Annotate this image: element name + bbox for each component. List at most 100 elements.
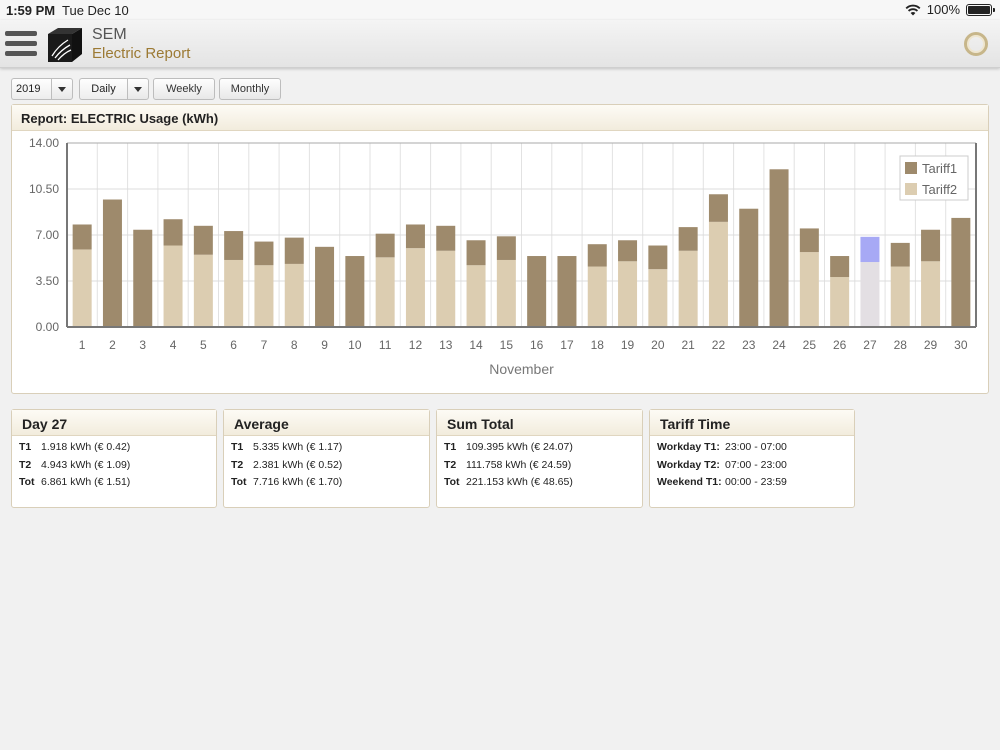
bar-tariff1: [587, 244, 607, 267]
row-value: 07:00 - 23:00: [725, 458, 787, 471]
x-tick-label: 27: [863, 338, 877, 352]
row-label: T2: [444, 458, 457, 471]
x-tick-label: 2: [109, 338, 116, 352]
y-tick-label: 0.00: [36, 320, 60, 334]
row-label: Workday T2:: [657, 458, 720, 471]
app-header: SEM Electric Report: [0, 20, 1000, 68]
period-dropdown-button[interactable]: [127, 78, 149, 100]
chevron-down-icon: [58, 86, 66, 92]
bar-tariff1: [708, 194, 728, 222]
x-tick-label: 15: [500, 338, 514, 352]
x-tick-label: 8: [291, 338, 298, 352]
card-title: Average: [224, 410, 429, 436]
bar-tariff1: [769, 169, 789, 327]
year-select[interactable]: 2019: [11, 78, 73, 100]
loading-ring-icon[interactable]: [964, 32, 988, 56]
bar-tariff2: [405, 248, 425, 327]
wifi-icon: [905, 4, 921, 15]
bar-tariff2: [163, 245, 183, 327]
report-title: Report: ELECTRIC Usage (kWh): [12, 105, 988, 131]
x-tick-label: 29: [924, 338, 938, 352]
row-value: 221.153 kWh (€ 48.65): [466, 476, 573, 488]
card-row: T2 111.758 kWh (€ 24.59): [444, 459, 642, 477]
bar-tariff1: [436, 225, 456, 251]
report-panel: Report: ELECTRIC Usage (kWh) 0.00 3.50 7.0…: [11, 104, 989, 394]
bar-tariff1: [890, 242, 910, 267]
bar-tariff1: [254, 241, 274, 266]
row-value: 4.943 kWh (€ 1.09): [41, 458, 131, 471]
card-row: T2 2.381 kWh (€ 0.52): [231, 459, 429, 477]
bar-tariff2: [587, 266, 607, 327]
x-tick-label: 24: [772, 338, 786, 352]
daily-button[interactable]: Daily: [79, 78, 127, 100]
bar-tariff1: [799, 228, 819, 253]
bar-tariff1: [345, 256, 365, 327]
bar-tariff2: [860, 262, 880, 327]
bar-tariff2: [254, 265, 274, 327]
bar-tariff1: [315, 246, 335, 327]
chevron-down-icon: [134, 86, 142, 92]
bar-tariff2: [375, 257, 395, 327]
menu-icon[interactable]: [5, 31, 37, 57]
card-tariff-time: Tariff Time Workday T1: 23:00 - 07:00 Wor…: [649, 409, 855, 508]
row-value: 5.335 kWh (€ 1.17): [253, 441, 343, 453]
bar-tariff2: [72, 249, 92, 327]
row-label: Tot: [231, 476, 247, 488]
row-label: Weekend T1:: [657, 476, 722, 488]
bar-tariff2: [799, 252, 819, 327]
battery-icon: [966, 3, 995, 16]
x-tick-label: 23: [742, 338, 756, 352]
card-row: T1 5.335 kWh (€ 1.17): [231, 441, 429, 459]
x-tick-label: 9: [321, 338, 328, 352]
card-row: Weekend T1: 00:00 - 23:59: [657, 476, 854, 494]
card-row: Tot 6.861 kWh (€ 1.51): [19, 476, 216, 494]
bar-tariff2: [678, 250, 698, 327]
row-label: T1: [231, 441, 244, 453]
bar-tariff1: [466, 240, 486, 266]
row-value: 111.758 kWh (€ 24.59): [466, 458, 572, 471]
row-value: 109.395 kWh (€ 24.07): [466, 441, 573, 453]
row-value: 7.716 kWh (€ 1.70): [253, 476, 343, 488]
bar-tariff1: [193, 225, 213, 255]
weekly-button[interactable]: Weekly: [153, 78, 215, 100]
x-tick-label: 5: [200, 338, 207, 352]
row-value: 00:00 - 23:59: [725, 476, 787, 488]
sem-logo-icon: [48, 28, 82, 62]
bar-tariff1: [163, 219, 183, 246]
status-time: 1:59 PM: [6, 3, 56, 18]
x-tick-label: 7: [261, 338, 268, 352]
row-label: T2: [231, 458, 244, 471]
bar-tariff1: [133, 229, 153, 327]
x-axis-label: November: [489, 361, 554, 377]
x-tick-label: 20: [651, 338, 665, 352]
card-sum-total: Sum Total T1 109.395 kWh (€ 24.07) T2 111.…: [436, 409, 643, 508]
period-select[interactable]: Daily: [79, 78, 149, 100]
app-title: SEM: [92, 26, 127, 43]
bar-tariff2: [466, 265, 486, 327]
row-label: T1: [444, 441, 457, 453]
monthly-button[interactable]: Monthly: [219, 78, 281, 100]
bar-tariff1: [496, 236, 516, 260]
bar-tariff1: [557, 256, 577, 327]
x-tick-label: 6: [230, 338, 237, 352]
row-label: T2: [19, 458, 32, 471]
row-label: Workday T1:: [657, 441, 720, 453]
y-tick-label: 14.00: [29, 136, 59, 150]
x-tick-label: 30: [954, 338, 968, 352]
bar-tariff2: [284, 263, 304, 327]
bar-tariff1: [739, 208, 759, 327]
y-tick-label: 7.00: [36, 228, 60, 242]
bar-tariff1: [921, 229, 941, 262]
legend-label-tariff1: Tariff1: [922, 161, 957, 176]
year-dropdown-button[interactable]: [51, 78, 73, 100]
bar-tariff2: [193, 254, 213, 327]
year-select-value[interactable]: 2019: [11, 78, 51, 100]
card-title: Tariff Time: [650, 410, 854, 436]
card-title: Day 27: [12, 410, 216, 436]
bar-tariff1: [102, 199, 122, 327]
x-tick-label: 25: [803, 338, 817, 352]
row-label: Tot: [444, 476, 460, 488]
bar-tariff1: [951, 217, 971, 327]
x-tick-label: 19: [621, 338, 635, 352]
